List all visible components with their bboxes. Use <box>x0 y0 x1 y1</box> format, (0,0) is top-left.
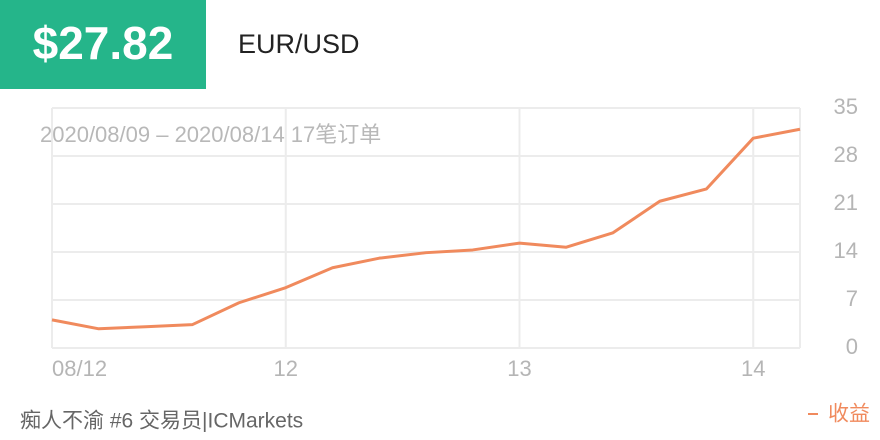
y-tick-label: 28 <box>834 142 858 167</box>
y-tick-label: 14 <box>834 238 858 263</box>
x-tick-label: 12 <box>274 356 298 381</box>
y-tick-label: 35 <box>834 94 858 119</box>
x-tick-label: 08/12 <box>52 356 107 381</box>
y-tick-label: 0 <box>846 334 858 359</box>
line-series <box>51 127 801 331</box>
price-badge <box>0 0 206 89</box>
footer: 痴人不渝 #6 交易员|ICMarkets <box>20 410 303 433</box>
chart: 0 7 14 21 28 35 08/12 12 13 14 <box>51 94 858 381</box>
x-tick-label: 13 <box>507 356 531 381</box>
legend-label: 收益 <box>828 403 870 426</box>
subtitle: 2020/08/09 – 2020/08/14 17笔订单 <box>40 122 381 147</box>
x-tick-label: 14 <box>741 356 765 381</box>
pair: EUR/USD <box>238 29 360 59</box>
y-tick-label: 21 <box>834 190 858 215</box>
y-tick-label: 7 <box>846 286 858 311</box>
price: $27.82 <box>33 17 174 69</box>
